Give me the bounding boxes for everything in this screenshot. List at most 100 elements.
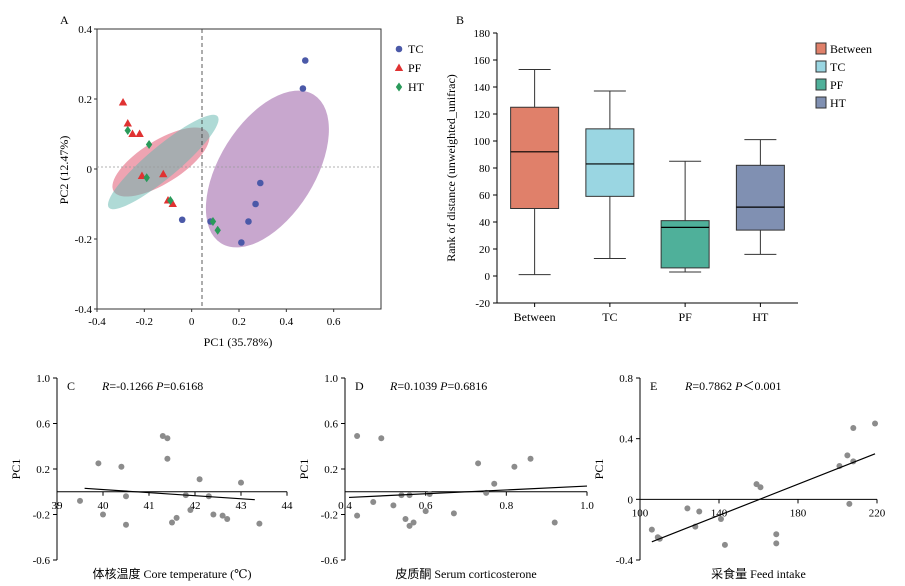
p-symbol: P [439, 379, 448, 393]
x-axis-label: 采食量 Feed intake [711, 566, 806, 581]
y-tick-label: 40 [479, 217, 491, 229]
data-point [450, 510, 457, 517]
y-axis-label: PC1 [297, 459, 311, 480]
data-point [721, 541, 728, 548]
panel-d-scatter: D R=0.1039 P=0.6816 1.0 0.6 0.2 -0.2 -0.6 0.4 0.… [297, 373, 594, 581]
x-tick-label: 0.8 [499, 500, 513, 512]
point-ht [124, 126, 131, 135]
data-point [844, 452, 851, 459]
y-tick-label: -0.2 [321, 510, 338, 522]
x-tick-label: 42 [190, 500, 201, 512]
x-tick-label: 180 [790, 507, 807, 519]
data-point [491, 480, 498, 487]
box-tc [585, 128, 635, 197]
regression-line [84, 487, 255, 501]
x-axis-label: 皮质酮 Serum corticosterone [395, 567, 536, 581]
legend-label: HT [408, 80, 425, 94]
legend-marker-tc [395, 45, 403, 53]
point-pf [168, 199, 177, 207]
ellipse-ht [107, 114, 219, 210]
legend-marker-ht [395, 82, 403, 92]
legend-label: HT [830, 96, 847, 110]
data-point [123, 521, 129, 528]
legend-label: TC [408, 42, 423, 56]
y-tick-label: 0.2 [78, 94, 92, 106]
r-symbol: R [684, 379, 693, 393]
panel-c-scatter: C R=-0.1266 P=0.6168 1.0 0.6 0.2 -0.2 -0.6 39 40… [9, 373, 293, 581]
x-tick-label: PF [678, 310, 692, 324]
point-pf [118, 98, 128, 106]
box-pf [660, 220, 710, 269]
point-pf [123, 119, 132, 127]
x-tick-label: 100 [632, 507, 649, 519]
x-tick-label: 41 [144, 500, 155, 512]
point-pf [159, 169, 168, 178]
legend-swatch [815, 42, 827, 55]
x-tick-label: 0.4 [279, 316, 293, 328]
legend: Between TC PF HT [815, 42, 872, 110]
legend-swatch [815, 60, 827, 73]
data-point [717, 516, 724, 523]
r-symbol: R [101, 379, 110, 393]
point-tc [178, 216, 186, 224]
y-tick-label: -20 [475, 298, 490, 310]
legend-label: Between [830, 42, 872, 56]
data-point [159, 433, 166, 440]
data-point [390, 502, 397, 509]
data-point [773, 531, 780, 538]
regression-line [349, 485, 588, 499]
y-tick-label: 120 [474, 109, 491, 121]
x-axis-label: PC1 (35.78%) [204, 335, 273, 349]
legend-swatch [815, 78, 827, 91]
x-tick-label: 39 [52, 500, 64, 512]
point-tc [245, 218, 252, 225]
data-point [169, 519, 175, 526]
y-tick-label: -0.6 [321, 555, 339, 567]
panel-letter: E [650, 379, 657, 393]
y-tick-label: 80 [479, 163, 491, 175]
point-ht [214, 225, 221, 235]
y-tick-label: 0 [628, 494, 634, 506]
x-tick-label: 220 [869, 507, 886, 519]
data-point [118, 463, 125, 470]
point-pf [135, 129, 144, 137]
legend-label: TC [830, 60, 845, 74]
p-symbol: P [734, 379, 743, 393]
x-tick-label: 0.2 [232, 316, 246, 328]
point-tc [299, 85, 307, 92]
legend: TC PF HT [394, 42, 425, 94]
regression-line [651, 453, 876, 543]
point-ht [145, 140, 153, 149]
data-point [219, 512, 226, 519]
legend-marker-pf [394, 63, 404, 71]
y-axis-label: Rank of distance (unweighted_unifrac) [444, 74, 458, 262]
x-tick-label: 40 [98, 500, 110, 512]
panel-b-letter: B [456, 13, 464, 27]
panel-a-letter: A [60, 13, 69, 27]
data-point [378, 435, 385, 442]
r-value: =-0.1266 [109, 379, 156, 393]
point-tc [257, 179, 264, 187]
x-tick-label: Between [514, 310, 556, 324]
x-tick-label: 1.0 [580, 500, 594, 512]
y-tick-label: 0.4 [619, 434, 633, 446]
data-point [164, 435, 171, 442]
data-point [164, 455, 171, 462]
data-point [77, 497, 83, 504]
point-ht [143, 173, 150, 183]
data-point [354, 433, 361, 440]
data-point [872, 420, 879, 427]
y-tick-label: 60 [479, 190, 491, 202]
point-pf [128, 129, 137, 137]
data-point [256, 520, 263, 527]
panel-b-boxplot: B 180 160 140 120 100 80 60 40 20 0 -20 Between TC PF… [444, 13, 872, 324]
data-point [551, 519, 558, 526]
data-point [95, 460, 102, 467]
y-tick-label: 0.4 [78, 24, 92, 36]
panel-letter: C [67, 379, 75, 393]
data-point [173, 514, 180, 521]
r-value: =0.1039 [397, 379, 440, 393]
y-axis-label: PC1 [9, 459, 23, 480]
